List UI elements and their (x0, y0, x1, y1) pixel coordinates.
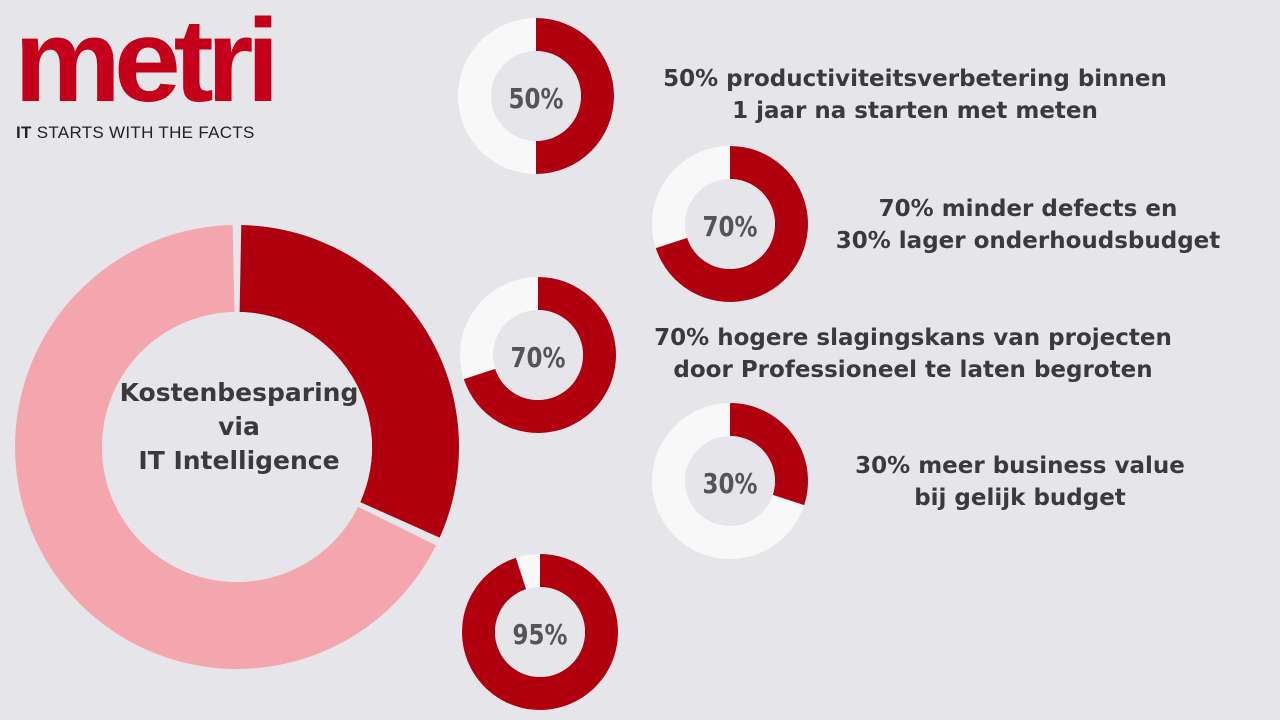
main-donut-hole (102, 312, 372, 582)
main-donut-slice-1 (239, 225, 460, 538)
stat-text-1-line-2: 1 jaar na starten met meten (732, 98, 1098, 124)
stat1-ring-fill (536, 18, 614, 174)
stat-text-3-line-2: door Professioneel te laten begroten (673, 357, 1153, 383)
stat-text-1-line-1: 50% productiviteitsverbetering binnen (663, 66, 1167, 92)
stat-text-3: 70% hogere slagingskans van projecten do… (622, 322, 1204, 386)
logo-tagline: IT STARTS WITH THE FACTS (16, 123, 255, 143)
stat1-percent-label: 50% (509, 83, 564, 116)
stat3-ring-fill (463, 277, 617, 433)
stat-text-2-line-2: 30% lager onderhoudsbudget (835, 228, 1221, 254)
stat3-percent-label: 70% (511, 342, 566, 375)
stat4-percent-label: 30% (703, 468, 758, 501)
stat-text-2-line-1: 70% minder defects en (878, 196, 1178, 222)
stat5-ring-hole (495, 587, 585, 677)
main-donut-center-label-line-2: via (218, 412, 260, 441)
logo-wordmark: metri (14, 0, 280, 127)
stat4-ring-hole (685, 436, 775, 526)
tagline-rest: STARTS WITH THE FACTS (31, 123, 255, 142)
stat-text-4-line-1: 30% meer business value (855, 453, 1185, 479)
stat2-ring-fill (655, 146, 809, 302)
stat1-ring-hole (491, 51, 581, 141)
metri-logo: metri IT STARTS WITH THE FACTS (14, 2, 334, 152)
main-donut-slice-2 (15, 225, 437, 670)
stat3-ring-hole (493, 310, 583, 400)
stat2-percent-label: 70% (703, 211, 758, 244)
stat2-ring-hole (685, 179, 775, 269)
main-donut-center-label-line-3: IT Intelligence (138, 446, 339, 475)
stat-text-4-line-2: bij gelijk budget (914, 485, 1126, 511)
stat5-ring-fill (461, 554, 618, 711)
stat5-percent-label: 95% (513, 619, 568, 652)
main-donut-center-label-line-1: Kostenbesparing (120, 378, 359, 407)
stat-text-2: 70% minder defects en 30% lager onderhou… (800, 193, 1256, 257)
stat-text-1: 50% productiviteitsverbetering binnen 1 … (630, 63, 1200, 127)
tagline-bold: IT (16, 123, 32, 142)
stat-text-4: 30% meer business value bij gelijk budge… (814, 450, 1226, 514)
stat-text-3-line-1: 70% hogere slagingskans van projecten (654, 325, 1172, 351)
stat4-ring-fill (730, 403, 809, 506)
